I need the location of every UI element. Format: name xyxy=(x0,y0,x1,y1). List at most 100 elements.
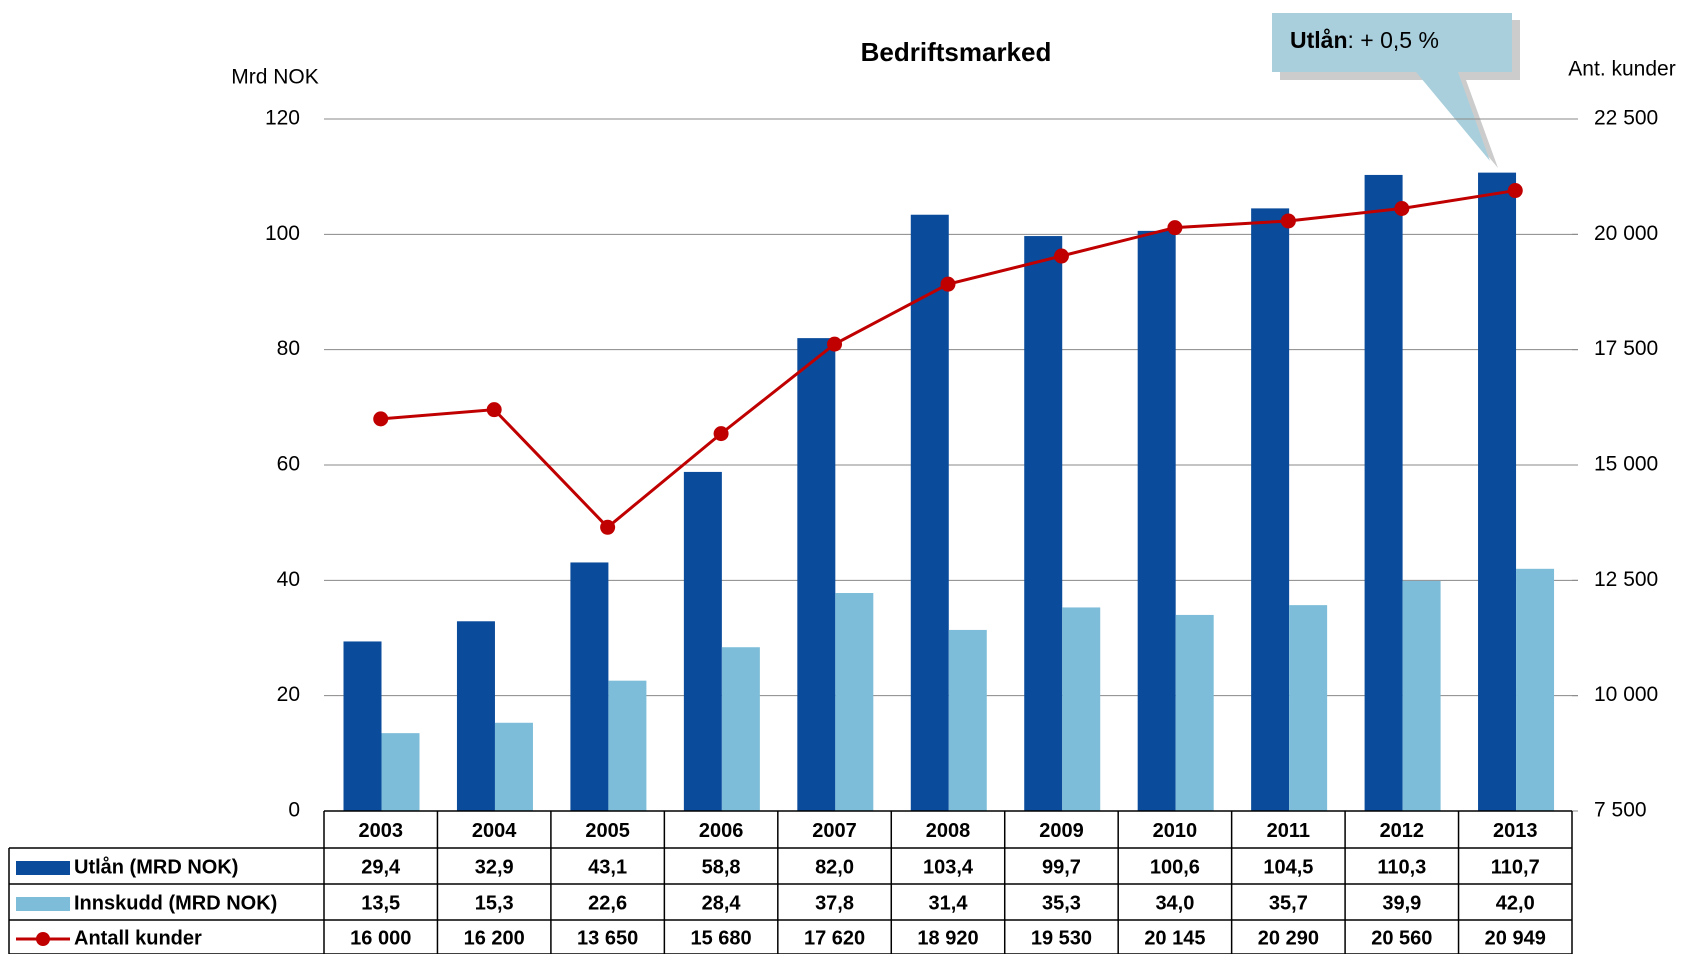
line-point xyxy=(486,402,502,418)
table-value: 104,5 xyxy=(1263,856,1313,878)
table-value: 32,9 xyxy=(475,856,514,878)
line-point xyxy=(1167,220,1183,236)
legend-swatch xyxy=(16,861,70,875)
bar xyxy=(1364,174,1403,812)
bar xyxy=(1516,568,1555,811)
line-point xyxy=(600,519,616,535)
y2-tick-label: 10 000 xyxy=(1594,683,1658,706)
line-point xyxy=(940,276,956,292)
y-tick-label: 120 xyxy=(265,107,300,130)
legend-label: Antall kunder xyxy=(74,927,202,949)
table-value: 110,3 xyxy=(1377,856,1426,878)
table-value: 34,0 xyxy=(1155,892,1194,914)
bar xyxy=(721,647,760,811)
line-point xyxy=(827,336,843,352)
bar xyxy=(456,621,495,811)
x-tick-label: 2004 xyxy=(472,820,517,842)
y-tick-label: 100 xyxy=(265,222,300,245)
line-point xyxy=(1507,183,1523,199)
y2-axis-label: Ant. kunder xyxy=(1568,58,1675,81)
x-tick-label: 2009 xyxy=(1039,820,1084,842)
x-tick-label: 2011 xyxy=(1267,820,1310,842)
bar xyxy=(683,471,722,811)
y-tick-label: 60 xyxy=(277,453,300,476)
x-tick-label: 2006 xyxy=(699,820,744,842)
chart-title: Bedriftsmarked xyxy=(861,37,1052,67)
bar xyxy=(343,641,382,811)
bar xyxy=(1137,230,1176,811)
table-value: 13 650 xyxy=(577,927,638,949)
x-tick-label: 2010 xyxy=(1153,820,1198,842)
y2-tick-label: 22 500 xyxy=(1594,107,1658,130)
callout-label: Utlån xyxy=(1290,27,1348,53)
bar xyxy=(608,680,647,811)
bar xyxy=(797,338,836,811)
table-value: 35,7 xyxy=(1269,892,1308,914)
callout: Utlån: + 0,5 % xyxy=(1272,13,1520,168)
table-value: 20 290 xyxy=(1258,927,1319,949)
x-tick-label: 2012 xyxy=(1380,820,1425,842)
table-value: 20 145 xyxy=(1144,927,1205,949)
table-value: 43,1 xyxy=(588,856,627,878)
y2-tick-label: 12 500 xyxy=(1594,568,1658,591)
table-value: 13,5 xyxy=(361,892,400,914)
x-tick-label: 2008 xyxy=(926,820,971,842)
bar xyxy=(910,214,949,811)
table-value: 22,6 xyxy=(588,892,627,914)
legend-label: Innskudd (MRD NOK) xyxy=(74,892,277,914)
bar xyxy=(381,733,420,811)
callout-text: Utlån: + 0,5 % xyxy=(1290,27,1439,53)
table-value: 15,3 xyxy=(475,892,514,914)
table-value: 82,0 xyxy=(815,856,854,878)
x-tick-label: 2013 xyxy=(1493,820,1538,842)
table-value: 18 920 xyxy=(917,927,978,949)
bar xyxy=(1251,208,1290,812)
table-value: 100,6 xyxy=(1150,856,1200,878)
line-point xyxy=(373,411,389,427)
table-value: 19 530 xyxy=(1031,927,1092,949)
bar xyxy=(1478,172,1517,811)
bar xyxy=(1402,580,1441,811)
y2-tick-label: 17 500 xyxy=(1594,337,1658,360)
line-point xyxy=(1394,200,1410,216)
y-tick-label: 40 xyxy=(277,568,300,591)
legend-swatch xyxy=(16,897,70,911)
x-tick-label: 2005 xyxy=(585,820,630,842)
x-tick-label: 2003 xyxy=(358,820,403,842)
table-value: 58,8 xyxy=(702,856,741,878)
line-point xyxy=(1280,213,1296,229)
callout-value: : + 0,5 % xyxy=(1348,27,1439,53)
x-tick-label: 2007 xyxy=(812,820,857,842)
bar xyxy=(1024,236,1063,811)
bar xyxy=(494,722,533,811)
y-tick-label: 80 xyxy=(277,337,300,360)
y2-tick-label: 15 000 xyxy=(1594,453,1658,476)
line-point xyxy=(1053,248,1069,264)
bar xyxy=(835,593,874,811)
table-value: 99,7 xyxy=(1042,856,1081,878)
table-value: 35,3 xyxy=(1042,892,1081,914)
y-axis-label: Mrd NOK xyxy=(231,66,319,89)
legend-label: Utlån (MRD NOK) xyxy=(74,855,238,878)
table-value: 16 200 xyxy=(464,927,525,949)
table-value: 16 000 xyxy=(350,927,411,949)
table-value: 103,4 xyxy=(923,856,974,878)
y-tick-label: 20 xyxy=(277,683,300,706)
y-tick-label: 0 xyxy=(288,799,300,822)
bar xyxy=(1175,614,1214,811)
bar xyxy=(948,629,987,811)
table-value: 29,4 xyxy=(361,856,401,878)
table-value: 17 620 xyxy=(804,927,865,949)
table-value: 39,9 xyxy=(1382,892,1421,914)
line-point xyxy=(713,426,729,442)
table-value: 15 680 xyxy=(691,927,752,949)
bar xyxy=(1062,607,1101,811)
y2-tick-label: 7 500 xyxy=(1594,799,1647,822)
table-value: 28,4 xyxy=(702,892,742,914)
table-value: 37,8 xyxy=(815,892,854,914)
table-value: 20 560 xyxy=(1371,927,1432,949)
table-value: 31,4 xyxy=(929,892,969,914)
table-value: 42,0 xyxy=(1496,892,1535,914)
table-value: 110,7 xyxy=(1491,856,1540,878)
